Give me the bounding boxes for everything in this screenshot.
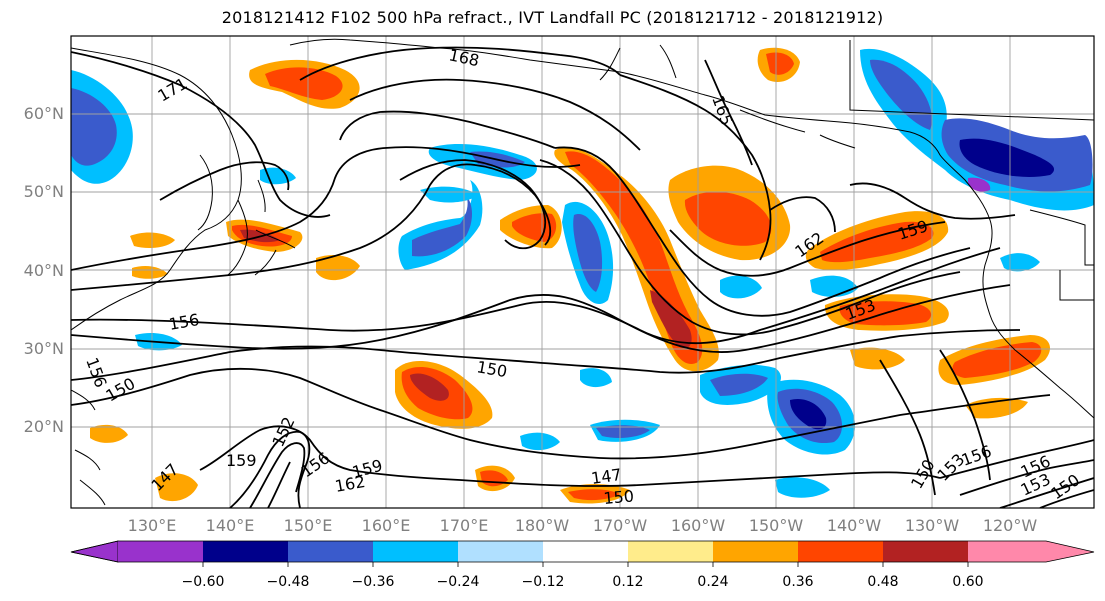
colorbar-segment — [543, 541, 628, 562]
lat-label: 30°N — [23, 339, 64, 358]
coastlines — [71, 38, 1094, 506]
lon-label: 120°W — [982, 516, 1038, 535]
colorbar-segment — [883, 541, 968, 562]
lon-label: 160°W — [670, 516, 726, 535]
contour-label: 171 — [155, 74, 191, 106]
lat-label: 60°N — [23, 104, 64, 123]
colorbar-tick-label: −0.12 — [521, 574, 565, 590]
lon-label: 150°W — [748, 516, 804, 535]
colorbar-tick-label: 0.12 — [612, 574, 644, 590]
lat-label: 20°N — [23, 417, 64, 436]
colorbar-tick-label: −0.36 — [351, 574, 395, 590]
lat-label: 40°N — [23, 261, 64, 280]
lon-label: 170°E — [439, 516, 489, 535]
lon-label: 140°E — [205, 516, 255, 535]
colorbar-tick-label: 0.60 — [952, 574, 984, 590]
colorbar-tick-label: 0.24 — [697, 574, 729, 590]
lon-label: 130°W — [904, 516, 960, 535]
contour-label: 162 — [333, 472, 366, 496]
colorbar-segment — [373, 541, 458, 562]
colorbar-tick-label: −0.48 — [266, 574, 310, 590]
contour-label: 168 — [447, 45, 481, 70]
colorbar-segment — [798, 541, 883, 562]
colorbar-segment — [968, 541, 1046, 562]
graticule — [71, 36, 1094, 508]
colorbar-segment — [70, 540, 119, 563]
colorbar-segment — [628, 541, 713, 562]
lon-label: 150°E — [283, 516, 333, 535]
colorbar-segment — [118, 541, 203, 562]
contour-label: 159 — [226, 451, 257, 470]
shading-layer — [71, 47, 1094, 504]
colorbar-segment — [288, 541, 373, 562]
lon-label: 170°W — [592, 516, 648, 535]
lon-label: 160°E — [361, 516, 411, 535]
map-title: 2018121412 F102 500 hPa refract., IVT La… — [221, 8, 884, 27]
colorbar-tick-label: −0.60 — [181, 574, 225, 590]
contour-label: 165 — [708, 93, 736, 128]
colorbar-segment — [713, 541, 798, 562]
lon-label: 130°E — [127, 516, 177, 535]
colorbar-tick-label: 0.36 — [782, 574, 814, 590]
colorbar-segment — [1046, 541, 1094, 562]
contour-label: 150 — [603, 486, 635, 508]
colorbar-segment — [458, 541, 543, 562]
contour-label: 150 — [475, 357, 508, 381]
colorbar — [70, 540, 1095, 567]
colorbar-tick-label: −0.24 — [436, 574, 480, 590]
contour-label: 156 — [167, 310, 200, 334]
lat-label: 50°N — [23, 182, 64, 201]
colorbar-segment — [203, 541, 288, 562]
contour-label: 156 — [82, 355, 110, 390]
contour-label: 150 — [1047, 470, 1083, 503]
plot-frame — [70, 35, 1095, 509]
contour-label: 147 — [590, 465, 623, 488]
isolines — [71, 46, 1094, 508]
colorbar-tick-label: 0.48 — [867, 574, 899, 590]
lon-label: 140°W — [826, 516, 882, 535]
lon-label: 180°W — [514, 516, 570, 535]
